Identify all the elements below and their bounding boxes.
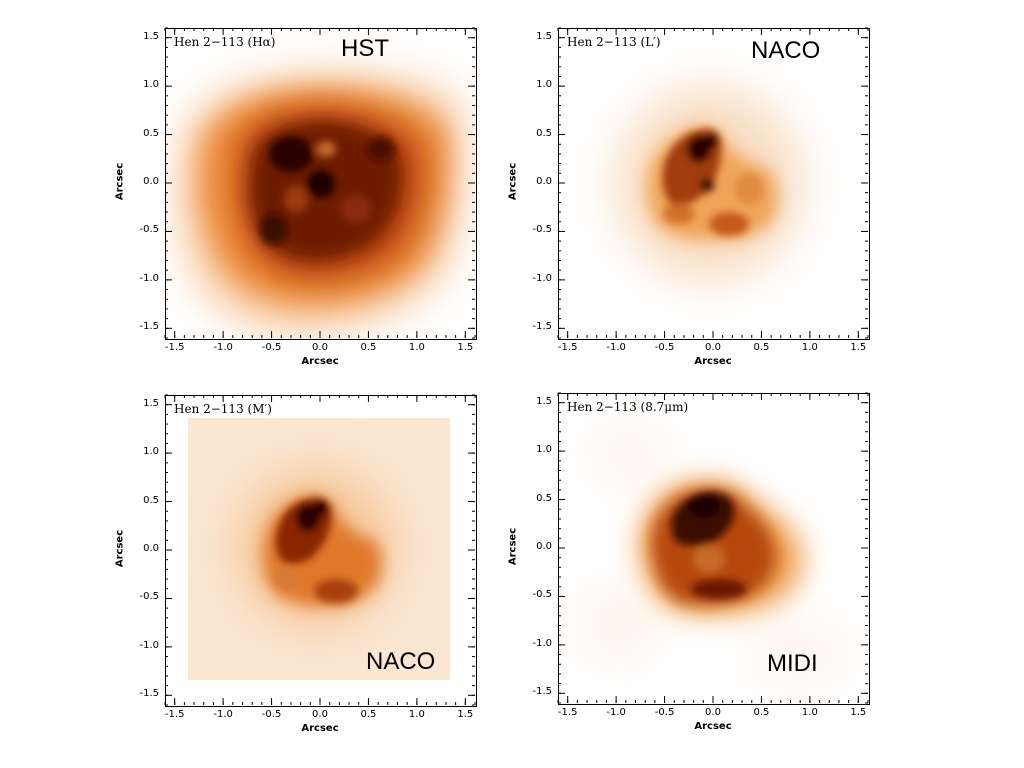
x-tick-label: -1.5 (164, 709, 185, 720)
x-tick-label: -0.5 (654, 342, 675, 353)
panel-midi: Hen 2−113 (8.7μm) MIDI (558, 393, 870, 705)
x-tick-label: 0.0 (312, 709, 328, 720)
x-tick-label: 0.5 (753, 707, 770, 718)
panel-hst-halpha: Hen 2−113 (Hα) HST (165, 28, 477, 340)
x-tick-label: 1.5 (850, 707, 867, 718)
y-tick-label: -0.5 (532, 224, 552, 236)
y-tick-label: 1.5 (536, 395, 552, 407)
y-tick-label: -1.0 (532, 272, 552, 284)
y-axis-title: Arcsec (114, 529, 126, 568)
nebula-image (166, 396, 476, 706)
x-tick-label: 0.0 (705, 342, 721, 353)
y-tick-label: 1.5 (143, 397, 159, 409)
y-axis-title: Arcsec (507, 162, 519, 201)
y-tick-label: -0.5 (139, 591, 159, 603)
instrument-label: NACO (366, 648, 436, 675)
nebula-image (559, 29, 869, 339)
x-tick-label: -1.0 (606, 342, 626, 353)
y-tick-label: -1.0 (139, 272, 159, 284)
x-tick-label: -1.5 (557, 707, 578, 718)
y-tick-label: 1.0 (536, 444, 552, 456)
x-tick-label: -1.0 (606, 707, 626, 718)
instrument-label: HST (341, 35, 389, 62)
instrument-label: MIDI (767, 650, 818, 677)
x-tick-label: -1.5 (557, 342, 578, 353)
y-tick-label: 1.0 (536, 79, 552, 91)
x-tick-label: 0.5 (360, 709, 377, 720)
x-tick-label: 0.5 (360, 342, 377, 353)
nebula-image (559, 394, 869, 704)
panel-title: Hen 2−113 (L′) (567, 35, 661, 49)
y-tick-label: 1.5 (143, 30, 159, 42)
y-tick-label: -1.5 (532, 321, 552, 333)
x-axis-title: Arcsec (301, 356, 339, 367)
y-tick-label: 0.0 (536, 541, 552, 552)
y-axis-title: Arcsec (507, 527, 519, 566)
x-tick-label: 1.0 (408, 709, 425, 720)
x-tick-label: 1.5 (457, 709, 474, 720)
panel-naco-l: Hen 2−113 (L′) NACO (558, 28, 870, 340)
y-tick-label: -1.5 (139, 321, 159, 333)
x-tick-label: -1.0 (213, 342, 233, 353)
panel-naco-m: Hen 2−113 (M′) NACO (165, 395, 477, 707)
x-tick-label: 0.5 (753, 342, 770, 353)
instrument-label: NACO (751, 37, 821, 64)
y-tick-label: 1.0 (143, 79, 159, 91)
x-tick-label: -1.5 (164, 342, 185, 353)
x-tick-label: 1.0 (408, 342, 425, 353)
y-tick-label: 0.0 (536, 176, 552, 187)
x-tick-label: -0.5 (654, 707, 675, 718)
y-tick-label: -1.0 (532, 637, 552, 649)
y-tick-label: 0.0 (143, 176, 159, 187)
x-tick-label: -1.0 (213, 709, 233, 720)
x-tick-label: 1.5 (850, 342, 867, 353)
y-tick-label: -0.5 (139, 224, 159, 236)
y-tick-label: 0.5 (143, 127, 159, 139)
x-tick-label: 0.0 (312, 342, 328, 353)
x-tick-label: 1.5 (457, 342, 474, 353)
x-tick-label: 0.0 (705, 707, 721, 718)
y-tick-label: 0.5 (536, 127, 552, 139)
x-tick-label: -0.5 (261, 709, 282, 720)
y-tick-label: 0.5 (536, 492, 552, 504)
y-tick-label: 1.0 (143, 446, 159, 458)
y-axis-title: Arcsec (114, 162, 126, 201)
y-tick-label: -1.5 (532, 686, 552, 698)
y-tick-label: 0.0 (143, 543, 159, 554)
panel-title: Hen 2−113 (8.7μm) (567, 400, 689, 414)
y-tick-label: -1.0 (139, 639, 159, 651)
x-tick-label: 1.0 (801, 707, 818, 718)
x-axis-title: Arcsec (694, 356, 732, 367)
x-tick-label: 1.0 (801, 342, 818, 353)
y-tick-label: 1.5 (536, 30, 552, 42)
y-tick-label: -0.5 (532, 589, 552, 601)
y-tick-label: 0.5 (143, 494, 159, 506)
panel-title: Hen 2−113 (M′) (174, 402, 272, 416)
panel-title: Hen 2−113 (Hα) (174, 35, 276, 49)
x-axis-title: Arcsec (301, 723, 339, 734)
x-tick-label: -0.5 (261, 342, 282, 353)
x-axis-title: Arcsec (694, 721, 732, 732)
y-tick-label: -1.5 (139, 688, 159, 700)
nebula-image (166, 29, 476, 339)
